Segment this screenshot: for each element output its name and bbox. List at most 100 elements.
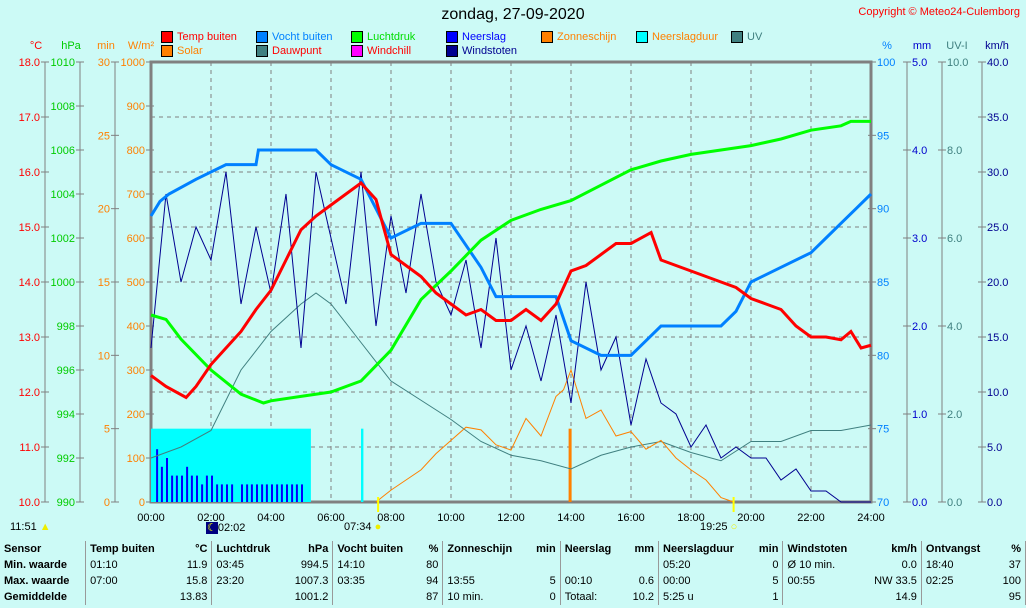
- temp-tick-label: 16.0: [19, 167, 40, 179]
- temp-buiten-line: [150, 180, 872, 400]
- legend-item: Windstoten: [446, 45, 517, 57]
- stats-cell: 94: [418, 573, 444, 589]
- wind-tick-label: 30.0: [987, 167, 1008, 179]
- stats-cell: km/h: [862, 541, 922, 557]
- moonset-icon: ☾: [206, 522, 218, 534]
- minutes-tick-label: 15: [98, 277, 110, 289]
- legend-item: Neerslagduur: [636, 31, 718, 43]
- stats-cell: Max. waarde: [0, 573, 87, 589]
- temp-axis-unit: °C: [30, 40, 42, 52]
- stats-cell: 18:40: [925, 559, 954, 571]
- neerslag-bar: [226, 484, 228, 502]
- stats-cell: 15.8: [170, 573, 213, 589]
- legend-item: UV: [731, 31, 762, 43]
- pressure-tick-label: 1000: [51, 277, 75, 289]
- uv-tick-label: 6.0: [947, 233, 962, 245]
- stats-cell: Vocht buiten: [337, 543, 404, 555]
- zonneschijn-bar: [568, 428, 572, 502]
- neerslagduur-bar: [271, 428, 286, 502]
- minutes-tick-label: 0: [104, 497, 110, 509]
- stats-cell: 10 min.: [447, 591, 484, 603]
- neerslag-bar: [175, 475, 178, 502]
- rain-tick-label: 0.0: [912, 497, 927, 509]
- humidity-tick-label: 75: [877, 424, 889, 436]
- stats-cell: min: [527, 541, 561, 557]
- temp-tick-label: 11.0: [19, 442, 40, 454]
- sun-icon: ●: [374, 521, 382, 533]
- solar-tick-label: 200: [127, 409, 145, 421]
- temp-tick-label: 14.0: [19, 277, 40, 289]
- solar-tick-label: 400: [127, 321, 145, 333]
- solar-tick-label: 500: [127, 277, 145, 289]
- humidity-tick-label: 85: [877, 277, 889, 289]
- stats-cell: 03:35: [337, 575, 365, 587]
- stats-cell: 1: [750, 589, 784, 605]
- pressure-tick-label: 1004: [51, 189, 75, 201]
- stats-cell: 13.83: [170, 589, 213, 605]
- uv-axis-unit: UV-I: [946, 40, 967, 52]
- stats-cell: [921, 589, 994, 605]
- neerslag-bar: [196, 475, 198, 502]
- stats-row: Max. waarde 07:00 15.8 23:20 1007.3 03:35 94 13…: [0, 573, 1026, 589]
- legend-label: Luchtdruk: [367, 31, 416, 43]
- stats-cell: 00:00: [663, 575, 691, 587]
- neerslag-bar: [280, 484, 283, 502]
- legend-swatch: [541, 31, 553, 43]
- dauwpunt-line: [150, 292, 872, 470]
- wind-tick-label: 15.0: [987, 332, 1008, 344]
- sunset-icon: ○: [730, 521, 738, 533]
- neerslag-bar: [201, 484, 204, 502]
- stats-cell: [212, 589, 284, 605]
- stats-table: Sensor Temp buiten °C Luchtdruk hPa Vocht bui…: [0, 541, 1026, 605]
- neerslag-bar: [160, 466, 163, 502]
- x-tick-label: 02:00: [197, 512, 225, 524]
- humidity-axis-unit: %: [882, 40, 892, 52]
- legend-label: Temp buiten: [177, 31, 237, 43]
- x-tick-label: 06:00: [317, 512, 345, 524]
- stats-cell: [86, 589, 171, 605]
- x-tick-label: 10:00: [437, 512, 465, 524]
- wind-tick-label: 40.0: [987, 57, 1008, 69]
- legend-label: Dauwpunt: [272, 45, 322, 57]
- minutes-tick-label: 10: [98, 350, 110, 362]
- solar-tick-label: 900: [127, 101, 145, 113]
- stats-cell: Neerslag: [564, 543, 612, 555]
- x-tick-label: 08:00: [377, 512, 405, 524]
- legend-item: Vocht buiten: [256, 31, 333, 43]
- stats-cell: min: [750, 541, 784, 557]
- stats-cell: 00:55: [787, 575, 815, 587]
- stats-cell: Sensor: [0, 541, 87, 557]
- neerslag-bar: [291, 484, 294, 502]
- stats-cell: [560, 557, 624, 573]
- stats-cell: 03:45: [216, 559, 244, 571]
- stats-cell: 14.9: [862, 589, 922, 605]
- stats-cell: 11.9: [170, 557, 213, 573]
- neerslagduur-bar: [151, 428, 166, 502]
- sunset-marker: 19:25 ○: [700, 521, 737, 533]
- neerslagduur-bar: [211, 428, 226, 502]
- legend-item: Temp buiten: [161, 31, 237, 43]
- legend-item: Zonneschijn: [541, 31, 616, 43]
- solar-axis-unit: W/m²: [128, 40, 155, 52]
- temp-tick-label: 12.0: [19, 387, 40, 399]
- neerslag-bar: [265, 484, 268, 502]
- pressure-tick-label: 1006: [51, 145, 75, 157]
- moon-icon: ▲: [39, 521, 51, 533]
- solar-tick-label: 800: [127, 145, 145, 157]
- x-tick-label: 00:00: [137, 512, 165, 524]
- stats-cell: Ø 10 min.: [787, 559, 836, 571]
- stats-cell: °C: [170, 541, 213, 557]
- neerslagduur-bar: [286, 428, 301, 502]
- pressure-tick-label: 992: [57, 453, 75, 465]
- solar-tick-label: 300: [127, 365, 145, 377]
- humidity-tick-label: 90: [877, 204, 889, 216]
- stats-cell: 13:55: [447, 575, 475, 587]
- pressure-tick-label: 996: [57, 365, 75, 377]
- x-tick-label: 14:00: [557, 512, 585, 524]
- x-tick-label: 22:00: [797, 512, 825, 524]
- stats-cell: 10.2: [623, 589, 660, 605]
- legend-swatch: [446, 31, 458, 43]
- stats-cell: Windstoten: [787, 543, 848, 555]
- sunrise-time: 07:34: [344, 521, 372, 533]
- stats-cell: 37: [994, 557, 1026, 573]
